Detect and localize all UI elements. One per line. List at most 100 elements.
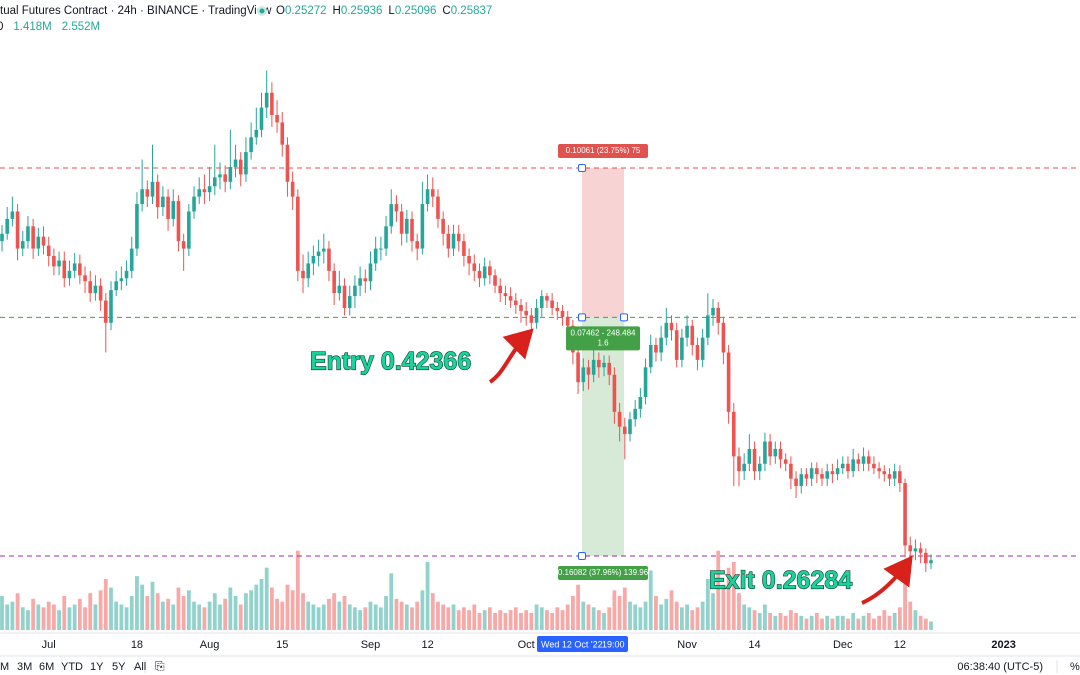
volume-bar — [519, 613, 523, 630]
ohlc-value: 0.25837 — [451, 5, 493, 17]
volume-bar — [840, 615, 845, 630]
candle-body — [809, 468, 814, 479]
volume-bar — [731, 562, 736, 630]
volume-bar — [498, 610, 503, 630]
x-tick-label: 12 — [421, 639, 433, 651]
candle-body — [711, 307, 715, 316]
candle-body — [311, 256, 316, 264]
candle-body — [835, 468, 840, 475]
volume-bar — [306, 601, 311, 630]
range-button[interactable]: 5Y — [112, 661, 126, 673]
candle-body — [887, 474, 892, 479]
volume-bar — [929, 621, 933, 630]
candle-body — [332, 270, 336, 294]
range-button[interactable]: All — [134, 661, 146, 673]
position-handle[interactable] — [578, 552, 586, 561]
candle-body — [67, 270, 72, 279]
candle-body — [752, 448, 757, 472]
candle-body — [15, 211, 20, 249]
range-button[interactable]: 3M — [17, 661, 32, 673]
volume-bar — [244, 593, 248, 630]
range-button[interactable]: YTD — [61, 661, 83, 673]
candle-body — [264, 92, 269, 108]
mid-label: 0.07462 - 248.484 — [571, 328, 636, 337]
candle-body — [643, 367, 648, 397]
volume-bar — [378, 607, 383, 630]
candle-body — [503, 293, 508, 297]
candle-body — [166, 196, 170, 219]
candle-body — [425, 189, 430, 205]
candle-body — [436, 196, 440, 219]
clock: 06:38:40 (UTC-5) — [957, 661, 1043, 673]
volume-bar — [674, 601, 679, 630]
percent-toggle[interactable]: % — [1070, 661, 1080, 673]
volume-bar — [446, 607, 451, 630]
candle-body — [399, 211, 404, 234]
candle-body — [347, 296, 352, 308]
calendar-icon[interactable]: ⎘ — [155, 659, 165, 673]
volume-bar — [415, 601, 420, 630]
volume-bar — [394, 598, 399, 630]
candle-body — [124, 270, 129, 279]
range-button[interactable]: 6M — [39, 661, 54, 673]
volume-bar — [218, 604, 222, 630]
candle-body — [913, 548, 918, 552]
volume-bar — [166, 598, 170, 630]
candle-body — [207, 186, 212, 193]
candle-body — [285, 144, 290, 182]
volume-bar — [742, 604, 747, 630]
volume-bar — [456, 610, 461, 630]
candle-body — [451, 233, 456, 249]
volume-bar — [565, 604, 570, 630]
volume-bar — [145, 596, 150, 630]
candle-body — [72, 263, 77, 271]
candle-body — [327, 248, 331, 271]
ohlc-legend: O0.25272 H0.25936 L0.25096 C0.25837 — [276, 5, 492, 17]
volume-bar — [622, 587, 627, 630]
volume-bar — [695, 607, 700, 630]
volume-bar — [26, 610, 30, 630]
candle-body — [98, 285, 103, 301]
candle-body — [737, 456, 741, 472]
candle-body — [877, 468, 881, 472]
volume-bar — [181, 596, 186, 630]
range-button[interactable]: 1Y — [90, 661, 104, 673]
range-button[interactable]: M — [0, 661, 9, 673]
candle-body — [78, 263, 82, 276]
volume-bar — [332, 593, 337, 630]
x-tick-label: Aug — [200, 639, 220, 651]
volume-bar — [98, 590, 103, 630]
candle-body — [602, 362, 606, 368]
entry-arrow — [488, 328, 534, 384]
candle-body — [337, 285, 342, 294]
candle-body — [280, 122, 285, 145]
candle-body — [607, 362, 612, 375]
candle-body — [830, 471, 835, 475]
volume-bar — [72, 604, 77, 630]
volume-bar — [10, 601, 15, 630]
candle-body — [410, 218, 414, 242]
volume-bar — [851, 613, 856, 630]
volume-bar — [783, 615, 788, 630]
volume-bar — [399, 601, 404, 630]
volume-bar — [103, 579, 108, 630]
candle-body — [908, 545, 913, 552]
volume-bar — [726, 567, 731, 630]
volume-bar — [259, 579, 264, 630]
volume-bar — [560, 610, 565, 630]
candle-body — [202, 189, 207, 193]
volume-bar — [77, 598, 82, 630]
exit-arrow — [861, 555, 913, 605]
volume-bar — [721, 584, 726, 630]
volume-bar — [757, 613, 762, 630]
volume-bar — [171, 604, 176, 630]
position-handle[interactable] — [578, 164, 586, 173]
x-tick-label: Dec — [833, 639, 853, 651]
volume-bar — [539, 607, 544, 630]
position-handle[interactable] — [578, 313, 586, 322]
position-handle[interactable] — [620, 313, 628, 322]
candle-body — [420, 204, 425, 249]
candle-body — [597, 359, 601, 368]
candle-body — [368, 263, 373, 282]
ohlc-value: 0.25096 — [395, 5, 437, 17]
